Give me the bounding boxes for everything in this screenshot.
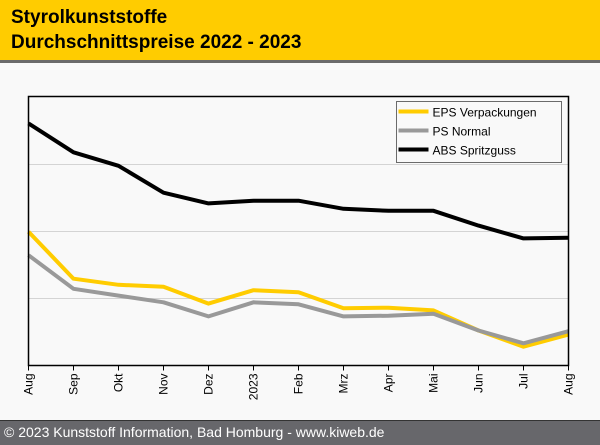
- legend-label: PS Normal: [433, 125, 491, 139]
- x-tick-label: 2023: [247, 373, 261, 400]
- x-tick-label: Sep: [67, 373, 81, 395]
- x-axis: Aug Sep Okt Nov Dez 2023 Feb Mrz Apr Mai Jun Jul Aug: [22, 366, 576, 401]
- x-tick-label: Okt: [112, 373, 126, 392]
- x-tick-label: Feb: [292, 373, 306, 394]
- series-line-eps-verpackungen: [29, 232, 569, 347]
- copyright-text: © 2023 Kunststoff Information, Bad Hombu…: [4, 424, 384, 440]
- x-tick-label: Dez: [202, 374, 216, 395]
- series-line-ps-normal: [29, 255, 569, 343]
- x-tick-label: Nov: [157, 374, 171, 395]
- x-tick-label: Jun: [472, 374, 486, 393]
- x-tick-label: Jul: [517, 374, 531, 389]
- x-tick-label: Aug: [22, 374, 36, 395]
- legend-label: ABS Spritzguss: [433, 144, 516, 158]
- copyright-footer: © 2023 Kunststoff Information, Bad Hombu…: [0, 420, 600, 445]
- x-tick-label: Aug: [562, 374, 576, 395]
- x-tick-label: Mrz: [337, 374, 351, 394]
- gridlines: [29, 165, 569, 299]
- legend-label: EPS Verpackungen: [433, 106, 537, 120]
- legend: EPS Verpackungen PS Normal ABS Spritzguss: [397, 102, 562, 163]
- x-tick-label: Mai: [427, 374, 441, 393]
- x-tick-label: Apr: [382, 374, 396, 393]
